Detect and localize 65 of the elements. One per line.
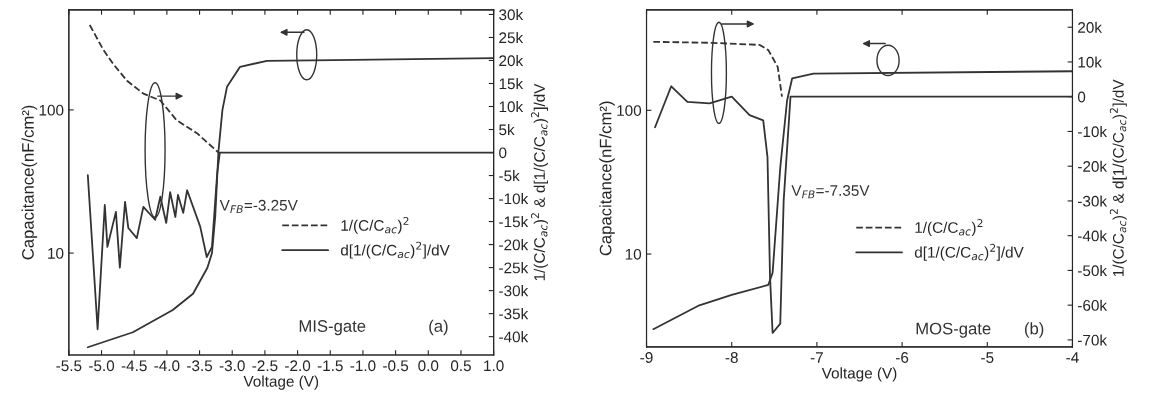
x-tick-label: -2.0: [285, 360, 311, 372]
y2-tick-label: 20k: [499, 54, 524, 67]
x-tick-label: -4.0: [154, 360, 180, 372]
x-tick-label: -6: [895, 352, 909, 363]
y-tick-label: 10: [625, 248, 642, 260]
y2-tick-label: 25k: [499, 31, 524, 44]
y2-tick-label: -40k: [499, 331, 529, 343]
x-tick-label: -2.5: [252, 360, 278, 372]
x-axis-title: Voltage (V): [243, 375, 319, 390]
annotation: (b): [1024, 322, 1044, 338]
annotation: (a): [429, 319, 448, 336]
annotation: MOS-gate: [916, 322, 991, 338]
y2-tick-label: -5k: [499, 170, 520, 182]
y2-tick-label: 0: [1077, 91, 1086, 103]
y2-tick-label: -70k: [1078, 334, 1108, 346]
y2-tick-label: 30k: [499, 8, 524, 21]
x-tick-label: -5.5: [56, 360, 82, 372]
y2-tick-label: 5k: [499, 123, 515, 136]
y2-tick-label: -30k: [499, 285, 529, 297]
y2-tick-label: -15k: [499, 216, 529, 228]
y2-tick-label: -30k: [1078, 195, 1108, 207]
x-tick-label: -0.5: [383, 360, 409, 372]
y2-tick-label: -10k: [499, 193, 529, 205]
y2-tick-label: 15k: [499, 77, 524, 90]
x-tick-label: 1.0: [484, 360, 504, 372]
x-tick-label: -3.0: [219, 360, 245, 372]
text: 1/(C/C$_{ac}$)$^{2}$ & d[1/(C/C$_{ac}$)$^{2}$]/dV: [531, 83, 548, 281]
x-tick-label: -7: [810, 352, 823, 363]
x-tick-label: -4.5: [121, 360, 147, 372]
x-tick-label: -4: [1066, 352, 1079, 363]
y-axis-title: Capacitance(nF/cm²): [21, 105, 38, 260]
y2-tick-label: 20k: [1078, 21, 1102, 33]
x-tick-label: -5: [981, 352, 994, 363]
x-tick-label: 0.5: [450, 360, 471, 372]
legend-label: d[1/(C/C$_{ac}$)$^{2}$]/dV: [914, 243, 1024, 261]
x-tick-label: -9: [640, 352, 653, 363]
legend-label: 1/(C/C$_{ac}$)$^{2}$: [341, 216, 409, 234]
y2-tick-label: -60k: [1078, 299, 1108, 311]
y2-tick-label: 10k: [1078, 56, 1102, 68]
x-axis-title: Voltage (V): [821, 367, 897, 382]
annotation: V$_{FB}$=-7.35V: [791, 185, 870, 199]
x-tick-label: -1.5: [317, 360, 343, 372]
y-tick-label: 100: [39, 104, 64, 116]
annotation: V$_{FB}$=-3.25V: [219, 199, 298, 214]
annotation: MIS-gate: [299, 320, 366, 336]
y2-tick-label: 0: [499, 147, 507, 159]
x-tick-label: -1.0: [350, 360, 376, 372]
x-tick-label: -5.0: [89, 360, 115, 372]
legend-label: 1/(C/C$_{ac}$)$^{2}$: [915, 219, 983, 237]
y2-tick-label: -35k: [499, 308, 529, 320]
y2-tick-label: -10k: [1078, 125, 1108, 138]
y-tick-label: 100: [617, 105, 642, 116]
y-axis-title: Capacitance(nF/cm²): [599, 101, 615, 256]
y2-tick-label: -50k: [1078, 264, 1108, 277]
y2-tick-label: -20k: [499, 239, 529, 251]
x-tick-label: -3.5: [187, 360, 213, 372]
x-tick-label: 0.0: [418, 360, 439, 372]
text: 1/(C/C$_{ac}$)$^{2}$ & d[1/(C/C$_{ac}$)$^{2}$]/dV: [1109, 79, 1127, 277]
y2-tick-label: -40k: [1078, 230, 1108, 242]
legend-label: d[1/(C/C$_{ac}$)$^{2}$]/dV: [340, 241, 450, 259]
y2-tick-label: 10k: [499, 100, 524, 113]
y2-tick-label: -25k: [499, 262, 529, 274]
y-tick-label: 10: [48, 247, 64, 259]
y2-tick-label: -20k: [1078, 160, 1108, 172]
x-tick-label: -8: [725, 352, 738, 363]
